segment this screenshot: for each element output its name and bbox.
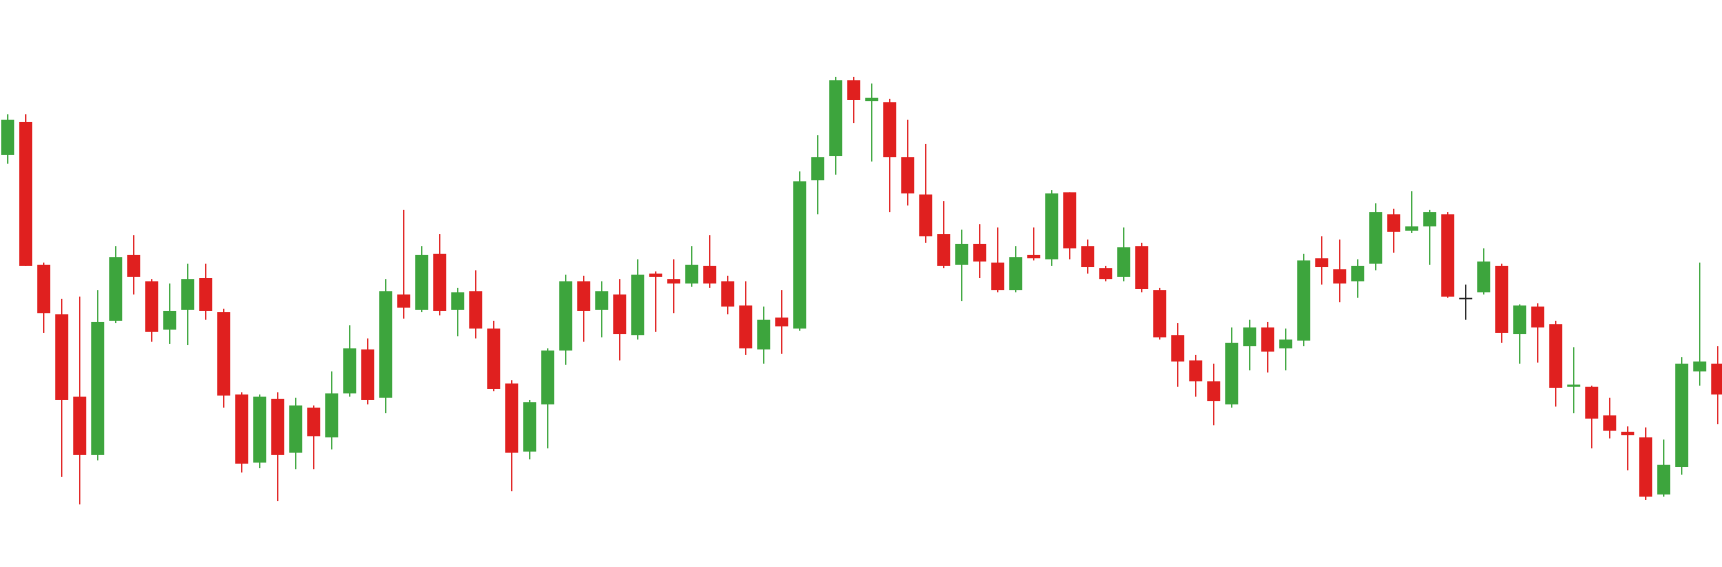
candle-body <box>1243 327 1257 347</box>
candle-body <box>1315 258 1329 268</box>
candle-body <box>1 119 15 155</box>
candle-body <box>577 281 591 311</box>
candle-body <box>523 402 537 452</box>
candle-body <box>973 243 987 262</box>
candle-body <box>559 281 573 351</box>
candle-body <box>271 398 285 455</box>
candle-body <box>1603 415 1617 431</box>
candle-body <box>1369 212 1383 264</box>
candle-body <box>541 350 555 405</box>
candle-body <box>595 291 609 310</box>
candle-body <box>1513 305 1527 335</box>
candle-body <box>991 262 1005 291</box>
candle-body <box>217 312 231 396</box>
candle-body <box>415 254 429 310</box>
candle-body <box>1477 261 1491 293</box>
candle-body <box>181 279 195 310</box>
candle-body <box>361 349 375 400</box>
candle-body <box>1135 246 1149 289</box>
candle-body <box>1639 437 1653 497</box>
candle-body <box>1225 342 1239 405</box>
candle-body <box>1117 247 1131 277</box>
candle-body <box>1009 257 1023 291</box>
candle-body <box>397 294 411 308</box>
candle-body <box>37 264 51 314</box>
candle-body <box>1261 327 1275 352</box>
candle-body <box>1441 214 1455 297</box>
candle-body <box>775 317 789 327</box>
candle-body <box>1351 265 1365 282</box>
candle-body <box>649 273 663 277</box>
candle-body <box>847 80 861 100</box>
candle-body <box>829 80 843 157</box>
candle-body <box>703 265 717 284</box>
candle-body <box>811 157 825 181</box>
candle-body <box>1297 260 1311 341</box>
candle-body <box>325 393 339 438</box>
candle-body <box>55 314 69 400</box>
candle-body <box>1549 324 1563 388</box>
candle-body <box>1693 361 1707 372</box>
candle-body <box>901 157 915 194</box>
candle-body <box>73 396 87 455</box>
candle-body <box>1621 431 1635 436</box>
candle-body <box>91 321 105 455</box>
candle-body <box>865 97 879 102</box>
candle-body <box>757 319 771 350</box>
candle-body <box>379 291 393 398</box>
candle-body <box>163 310 177 330</box>
candle-body <box>109 257 123 321</box>
candle-body <box>1279 339 1293 349</box>
candle-body <box>1027 254 1041 259</box>
candle-body <box>433 253 447 311</box>
candle-body <box>1045 193 1059 260</box>
candle-body <box>145 281 159 332</box>
candle-body <box>1459 297 1473 300</box>
candle-body <box>1333 269 1347 284</box>
candle-body <box>487 328 501 389</box>
candle-body <box>793 181 807 329</box>
candle-body <box>469 291 483 329</box>
candle-body <box>1099 268 1113 280</box>
candle-body <box>1081 246 1095 268</box>
candle-body <box>1405 226 1419 231</box>
candle-body <box>343 348 357 394</box>
candle-body <box>199 278 213 311</box>
candle-body <box>505 383 519 453</box>
candle-body <box>1675 363 1689 468</box>
candle-body <box>721 281 735 307</box>
candle-body <box>451 292 465 310</box>
candle-body <box>685 264 699 284</box>
candle-body <box>127 254 141 277</box>
candle-body <box>1711 363 1722 395</box>
candle-body <box>307 407 321 437</box>
candle-body <box>289 405 303 453</box>
candle-body <box>253 396 267 463</box>
candle-body <box>1657 464 1671 495</box>
candle-body <box>1495 265 1509 333</box>
candle-body <box>1585 386 1599 419</box>
candle-body <box>235 394 249 464</box>
candle-body <box>667 279 681 284</box>
candle-body <box>955 243 969 265</box>
candle-body <box>1207 381 1221 402</box>
candle-body <box>1171 335 1185 362</box>
candle-body <box>883 102 897 158</box>
candle-body <box>631 274 645 336</box>
candle-body <box>1531 306 1545 328</box>
candle-body <box>937 234 951 266</box>
candle-body <box>1387 214 1401 232</box>
candle-body <box>919 194 933 237</box>
candle-body <box>1063 192 1077 249</box>
candle-body <box>1423 212 1437 227</box>
candle-body <box>1189 360 1203 382</box>
candle-body <box>739 305 753 349</box>
candle-body <box>1567 384 1581 387</box>
candle-body <box>1153 290 1167 338</box>
candle-body <box>19 121 33 266</box>
candle-body <box>613 294 627 335</box>
